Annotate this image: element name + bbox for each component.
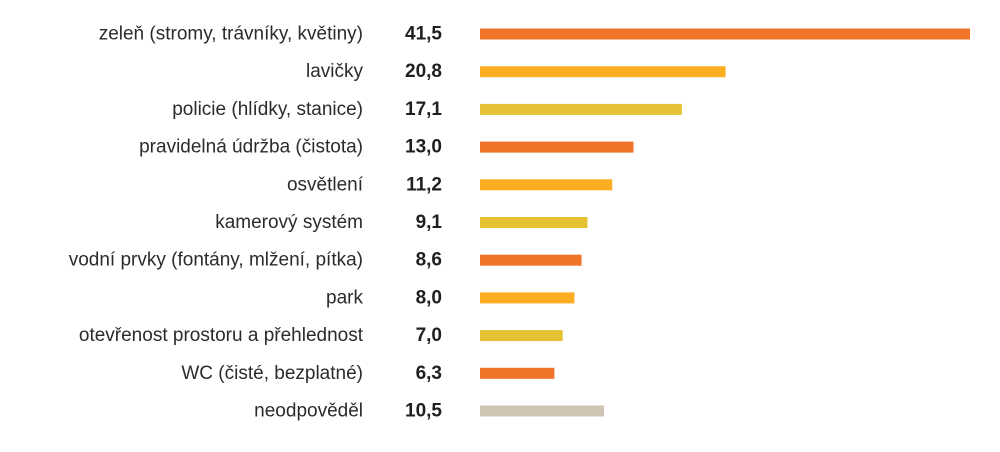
value-label: 41,5	[405, 24, 442, 45]
category-label: kamerový systém	[215, 212, 363, 233]
category-label: pravidelná údržba (čistota)	[139, 137, 363, 158]
value-label: 20,8	[405, 61, 442, 82]
bar	[480, 179, 613, 191]
category-label: otevřenost prostoru a přehlednost	[79, 325, 364, 346]
bar	[480, 367, 555, 379]
value-label: 13,0	[405, 137, 442, 158]
category-label: vodní prvky (fontány, mlžení, pítka)	[69, 250, 363, 271]
value-label: 7,0	[416, 325, 442, 346]
value-label: 11,2	[406, 174, 442, 195]
category-label: WC (čisté, bezplatné)	[181, 363, 363, 384]
category-label: park	[326, 287, 363, 308]
bar	[480, 405, 604, 417]
value-label: 8,0	[416, 287, 442, 308]
bar	[480, 28, 970, 40]
bar	[480, 66, 726, 78]
bar	[480, 254, 582, 266]
value-label: 6,3	[416, 363, 442, 384]
bar	[480, 292, 575, 304]
bar	[480, 217, 588, 228]
bar	[480, 141, 634, 153]
category-label: policie (hlídky, stanice)	[172, 99, 363, 120]
category-label: neodpověděl	[254, 401, 363, 422]
bar	[480, 330, 563, 342]
category-labels: zeleň (stromy, trávníky, květiny) lavičky…	[69, 24, 364, 422]
category-label: osvětlení	[287, 174, 364, 195]
category-label: zeleň (stromy, trávníky, květiny)	[99, 24, 363, 45]
category-label: lavičky	[306, 61, 364, 82]
bars	[480, 28, 970, 417]
bar	[480, 103, 682, 115]
value-label: 9,1	[416, 212, 443, 233]
value-label: 17,1	[405, 99, 442, 120]
value-label: 10,5	[405, 401, 442, 422]
value-label: 8,6	[416, 250, 442, 271]
value-labels: 41,5 20,8 17,1 13,0 11,2 9,1 8,6 8,0 7,0 6,3 10,5	[405, 24, 442, 422]
